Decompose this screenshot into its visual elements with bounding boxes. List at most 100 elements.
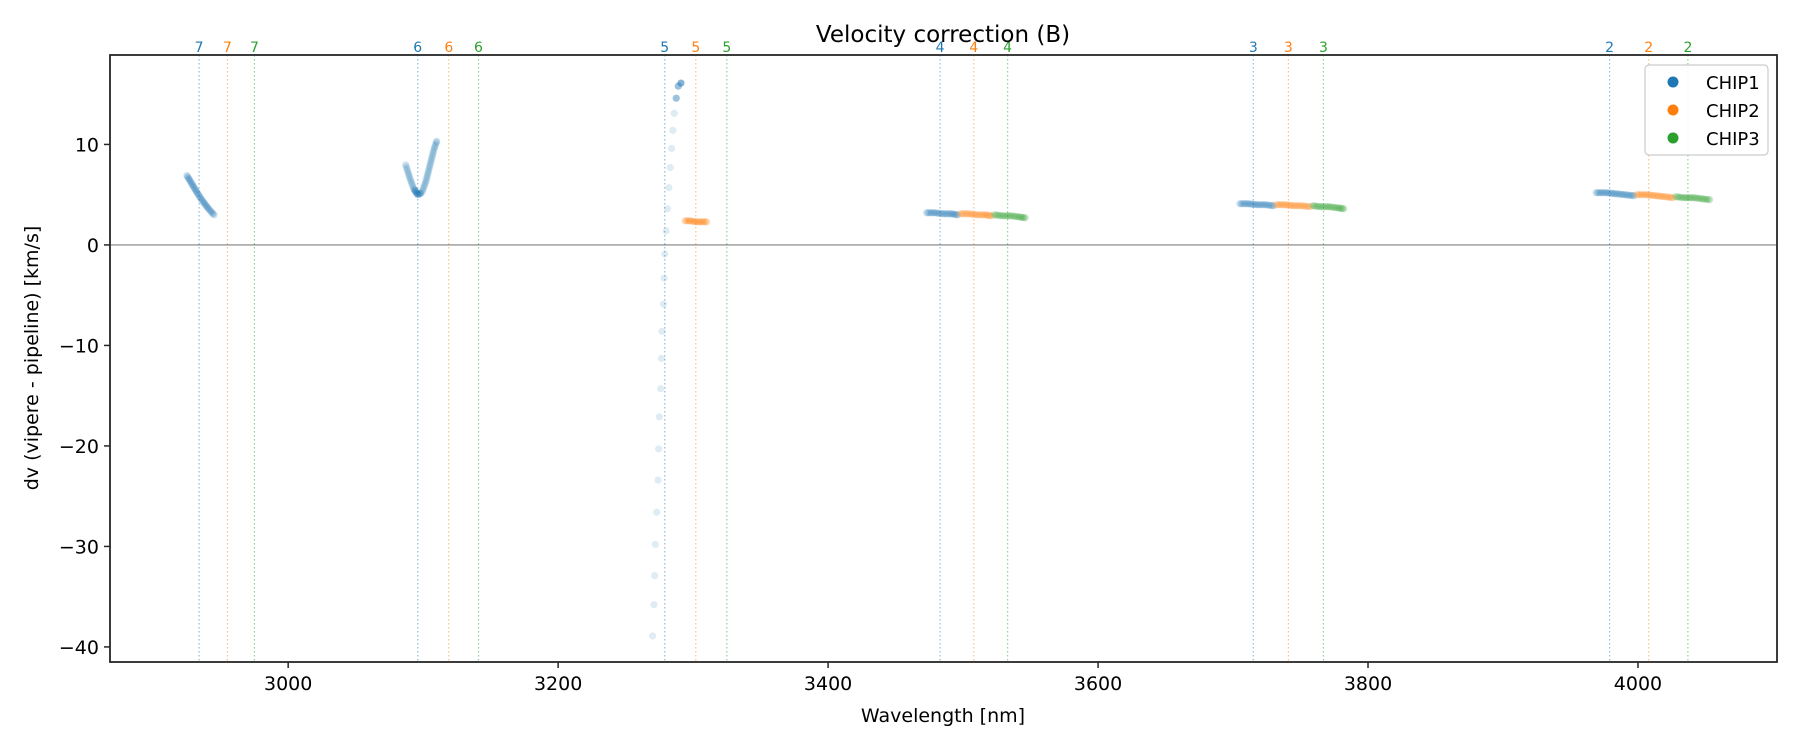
data-point xyxy=(1014,213,1023,221)
order-label-4-chip1: 4 xyxy=(936,40,945,56)
data-point xyxy=(409,182,417,190)
data-point xyxy=(1644,191,1652,199)
data-point xyxy=(662,227,670,235)
data-point xyxy=(1277,201,1285,209)
data-point xyxy=(1340,205,1348,213)
data-point xyxy=(202,201,210,209)
data-point xyxy=(1634,191,1642,199)
data-point xyxy=(1285,201,1293,209)
data-point xyxy=(403,165,411,173)
data-point xyxy=(1692,194,1701,202)
data-point xyxy=(1605,189,1613,197)
data-point xyxy=(187,179,196,187)
data-point xyxy=(1253,201,1261,209)
data-point xyxy=(1255,201,1263,209)
x-tick-label: 3200 xyxy=(534,673,582,695)
data-point xyxy=(408,180,416,189)
data-point xyxy=(406,175,414,183)
data-point xyxy=(186,177,194,185)
data-point xyxy=(976,211,984,219)
data-point xyxy=(1326,203,1335,211)
data-point xyxy=(1312,202,1320,210)
data-point xyxy=(418,189,426,197)
data-point xyxy=(429,148,437,156)
data-point xyxy=(427,156,435,164)
data-point xyxy=(1636,191,1644,199)
data-point xyxy=(1630,192,1638,200)
data-point xyxy=(1658,192,1666,200)
data-point xyxy=(203,202,211,211)
data-point xyxy=(929,209,937,217)
data-point xyxy=(985,211,993,219)
data-point xyxy=(1322,203,1330,211)
data-point xyxy=(409,183,417,191)
data-point xyxy=(977,211,986,219)
data-point xyxy=(1606,189,1614,197)
data-point xyxy=(667,144,676,153)
data-point xyxy=(415,190,423,198)
data-point xyxy=(1661,193,1669,201)
data-point xyxy=(207,207,215,215)
data-point xyxy=(1620,191,1629,199)
data-point xyxy=(1666,193,1674,201)
data-point xyxy=(1697,195,1706,203)
y-axis-ticks: 10 0 −10 −20 −30 −40 xyxy=(59,134,110,659)
data-point xyxy=(1283,201,1292,209)
data-point xyxy=(694,218,703,226)
data-point xyxy=(961,210,969,218)
legend-marker-chip2 xyxy=(1667,104,1679,116)
data-point xyxy=(196,194,205,202)
data-point xyxy=(924,209,932,217)
data-point xyxy=(425,166,433,174)
data-point xyxy=(1247,200,1255,208)
data-point xyxy=(407,176,415,184)
data-point xyxy=(199,198,207,206)
order-label-5-chip3: 5 xyxy=(722,40,731,56)
data-point xyxy=(1250,200,1258,209)
legend-box xyxy=(1644,64,1769,156)
data-point xyxy=(1315,202,1323,211)
data-point xyxy=(1275,201,1284,209)
data-point xyxy=(427,159,435,167)
data-point xyxy=(964,210,973,218)
axes-frame xyxy=(109,54,1778,663)
series-chip1-order-6 xyxy=(402,137,441,199)
data-point xyxy=(958,210,966,218)
data-point xyxy=(1617,190,1625,198)
data-point xyxy=(183,171,191,180)
data-point xyxy=(422,175,431,183)
data-point xyxy=(405,171,413,179)
data-point xyxy=(418,187,426,195)
data-point xyxy=(1336,204,1344,212)
data-point xyxy=(423,172,431,180)
order-label-6-chip2: 6 xyxy=(444,40,453,56)
data-point xyxy=(689,217,697,225)
data-point xyxy=(1598,189,1607,197)
data-point xyxy=(649,632,657,640)
data-point xyxy=(1320,203,1328,211)
x-tick-label: 3600 xyxy=(1074,673,1122,695)
order-label-7-chip1: 7 xyxy=(195,40,204,56)
data-point xyxy=(420,183,428,191)
data-point xyxy=(421,180,429,188)
data-point xyxy=(1306,203,1314,211)
data-point xyxy=(204,205,213,213)
data-point xyxy=(1020,214,1028,222)
data-point xyxy=(425,163,434,171)
data-point xyxy=(423,173,431,181)
y-tick-label: 0 xyxy=(87,235,99,257)
data-point xyxy=(190,183,198,191)
data-point xyxy=(1269,202,1278,210)
data-point xyxy=(939,210,947,218)
data-point xyxy=(192,187,200,195)
data-point xyxy=(1301,202,1309,210)
data-point xyxy=(1293,202,1301,210)
data-point xyxy=(184,173,192,181)
data-point xyxy=(185,175,193,184)
series-chip3-order-2 xyxy=(1672,193,1714,204)
series-chip3-order-3 xyxy=(1309,202,1348,213)
data-point xyxy=(1296,202,1304,210)
order-label-4-chip2: 4 xyxy=(969,40,978,56)
data-point xyxy=(1298,202,1306,210)
data-point xyxy=(670,109,678,117)
